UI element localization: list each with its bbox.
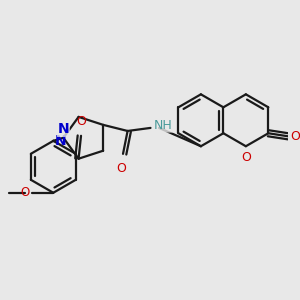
Text: N: N — [55, 134, 66, 148]
Text: O: O — [76, 115, 86, 128]
Text: O: O — [290, 130, 300, 143]
Text: N: N — [58, 122, 69, 136]
Text: O: O — [116, 161, 126, 175]
Text: O: O — [241, 151, 251, 164]
Text: O: O — [20, 186, 29, 199]
Text: NH: NH — [154, 119, 172, 132]
